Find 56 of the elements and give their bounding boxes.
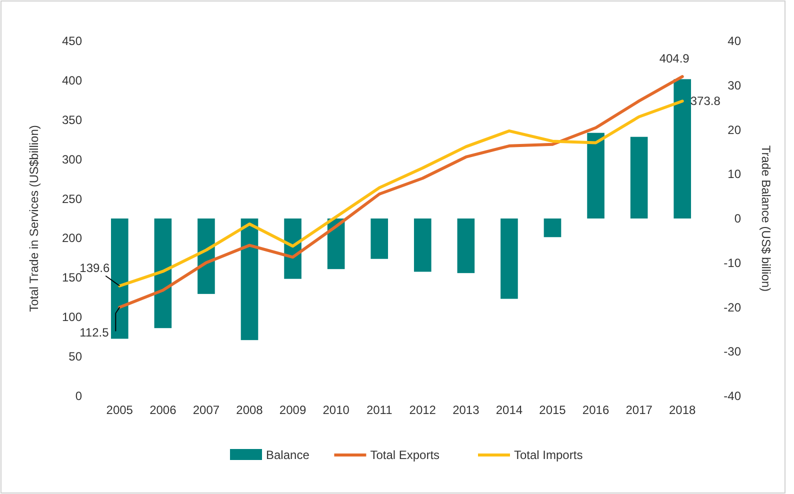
x-tick-label: 2006 [150, 403, 177, 417]
line-series [118, 100, 684, 288]
x-tick-label: 2012 [409, 403, 436, 417]
legend-label: Total Imports [514, 448, 583, 462]
bar [154, 218, 172, 328]
y-tick-label: 350 [62, 112, 82, 127]
annotation: 112.5 [80, 325, 110, 340]
x-tick-label: 2014 [496, 403, 523, 417]
y2-tick-label: -10 [724, 256, 742, 270]
bar [500, 218, 518, 299]
bar [240, 218, 258, 340]
y2-tick-label: 20 [728, 122, 742, 137]
bar [370, 218, 388, 259]
y-tick-label: 50 [68, 350, 82, 364]
x-tick-label: 2007 [192, 403, 220, 417]
legend-label: Balance [266, 448, 310, 462]
x-tick-label: 2010 [322, 403, 350, 417]
annotation: 373.8 [690, 94, 721, 108]
bar [457, 218, 475, 274]
x-tick-label: 2015 [539, 403, 566, 417]
y2-tick-label: -40 [724, 389, 742, 403]
y2-axis-title: Trade Balance (US$ billion) [759, 145, 773, 292]
y-tick-label: 100 [62, 310, 82, 324]
bar [110, 218, 128, 339]
y-tick-label: 0 [75, 389, 82, 403]
legend-label: Total Exports [370, 448, 440, 462]
y2-tick-label: 10 [728, 167, 742, 182]
x-tick-label: 2005 [106, 403, 134, 417]
y2-tick-label: -20 [724, 300, 742, 314]
y-tick-label: 300 [62, 152, 82, 166]
bar [414, 218, 432, 272]
x-tick-label: 2009 [279, 403, 306, 417]
y-tick-label: 150 [62, 270, 82, 285]
y-tick-label: 400 [62, 73, 82, 88]
y-axis-title: Total Trade in Services (US$billion) [27, 125, 41, 312]
bar [587, 132, 604, 218]
x-tick-label: 2013 [452, 403, 480, 417]
bar [198, 218, 215, 294]
annotation: 404.9 [659, 52, 690, 66]
bar [674, 79, 692, 218]
bar [544, 218, 562, 238]
y2-tick-label: 40 [728, 34, 742, 48]
y2-tick-label: 0 [734, 212, 742, 226]
annotation: 139.6 [80, 260, 110, 275]
y-tick-label: 450 [62, 34, 82, 48]
y-tick-label: 200 [62, 231, 82, 246]
bar [630, 136, 648, 218]
x-tick-label: 2016 [582, 403, 610, 417]
y2-tick-label: 30 [728, 78, 742, 92]
line-series [118, 75, 684, 309]
x-tick-label: 2008 [236, 403, 264, 417]
x-tick-label: 2018 [669, 403, 696, 417]
y-tick-label: 250 [62, 192, 82, 206]
x-tick-label: 2011 [366, 403, 393, 417]
y2-tick-label: -30 [724, 344, 742, 359]
x-tick-label: 2017 [626, 403, 653, 417]
